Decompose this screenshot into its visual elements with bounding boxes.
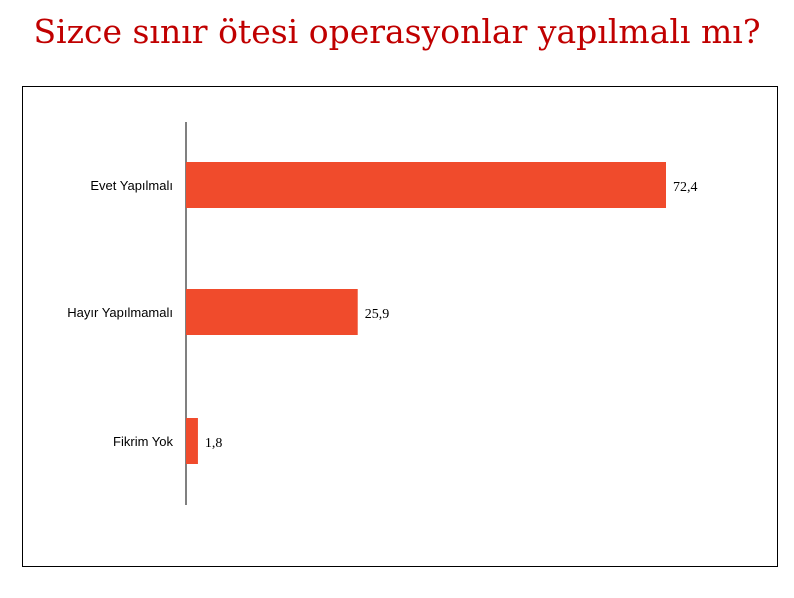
- bar-2: [186, 418, 198, 464]
- category-label: Hayır Yapılmamalı: [67, 305, 173, 320]
- value-label: 25,9: [365, 307, 390, 322]
- category-label: Fikrim Yok: [113, 434, 173, 449]
- value-label: 72,4: [673, 180, 698, 195]
- value-label: 1,8: [205, 436, 223, 451]
- chart-frame: [22, 86, 778, 567]
- bar-0: [186, 162, 666, 208]
- category-label: Evet Yapılmalı: [90, 178, 173, 193]
- chart-title: Sizce sınır ötesi operasyonlar yapılmalı…: [33, 12, 761, 51]
- bar-1: [186, 289, 358, 335]
